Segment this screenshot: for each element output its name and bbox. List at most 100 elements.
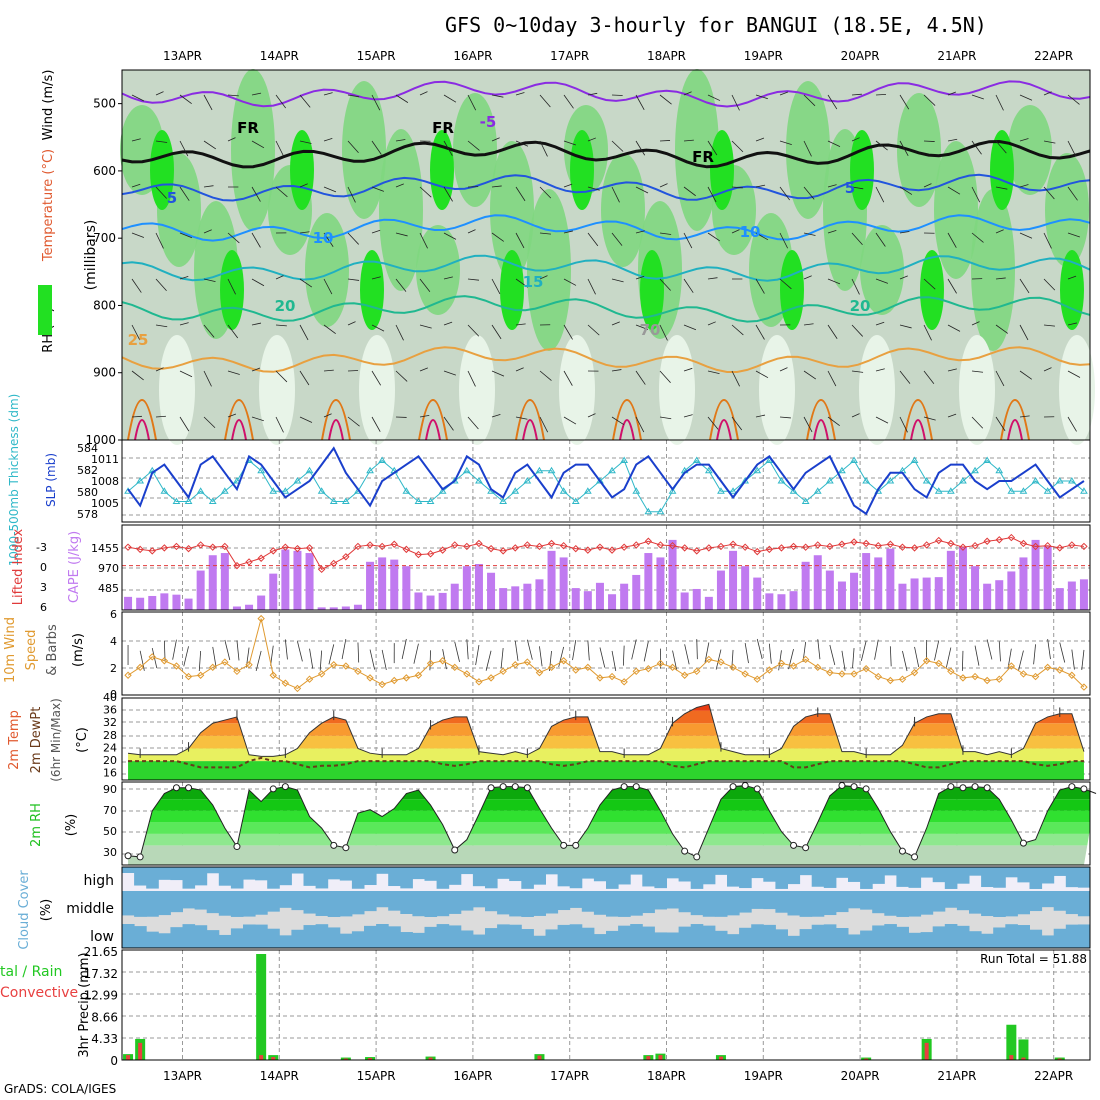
cloud-high-bar [424,867,438,881]
cloud-middle-bar [460,891,474,911]
wind-barb [443,94,457,103]
wind-barb [587,137,597,142]
wind10-tick-label: 6 [110,608,117,621]
wind-barb [923,140,935,142]
lifted-index-point [475,539,483,548]
wind10-point [209,663,217,672]
rh2m-point [233,843,241,851]
precip-total-bar [256,954,267,1060]
cloud-low-bar [908,932,922,948]
thickness-point [1080,487,1088,494]
precip-convective-bar [718,1056,723,1060]
cloud-low-bar [206,930,220,948]
lifted-index-point [342,553,350,561]
wind-barb [851,137,860,142]
cloud-low-bar [460,930,474,948]
wind10-point [947,667,955,676]
wind-barb [395,324,404,341]
rh-bright-area [990,130,1014,210]
rh-green-area [379,129,423,291]
wind-barb [755,184,766,188]
lifted-index-point [487,544,495,553]
wind10-point [523,658,532,666]
cape-bar [656,557,665,610]
wind-barb [347,370,359,372]
wind-barb [395,183,404,188]
lifted-index-point [172,542,181,551]
cloud-middle-bar [243,891,256,917]
wind-barb [203,140,217,150]
cape-bar [511,586,520,610]
cloud-low-bar [714,930,728,948]
wind10-barb [328,644,335,665]
temp2m-axis-label: (6hr Min/Max) [49,698,63,782]
wind-barb [803,140,812,157]
wind-barb [227,413,237,418]
cape-bar [1055,588,1064,610]
cloud-middle-bar [279,891,292,908]
cloud-high-bar [279,867,292,886]
precip-convective-bar [138,1042,143,1060]
wind10-point [1068,671,1076,679]
thickness-point [946,487,955,494]
wind-barb [443,276,453,280]
wind10-barb [1047,639,1051,660]
rh-dry-area [859,335,895,445]
wind-barb [131,415,142,418]
wind10-point [656,659,665,668]
cloud-low-bar [860,930,873,948]
wind-barb [443,321,453,326]
wind10-barb [631,639,637,660]
wind-barb [299,231,310,234]
rh2m-point [693,853,701,861]
wind-barb [779,232,788,249]
lifted-index-point [390,540,398,548]
rh2m-point [838,781,846,789]
wind10-point [184,672,193,681]
thickness-point [922,477,931,484]
wind-barb [563,94,574,109]
wind-barb [179,370,193,378]
rh2m-point [971,783,979,791]
rh2m-tick-label: 50 [103,825,117,838]
lifted-index-point [1056,544,1064,552]
cape-bar [571,588,580,610]
rh2m-point [741,781,749,789]
rh2m-point [269,785,277,793]
wind-barb [491,232,504,242]
wind-barb [131,324,141,341]
lifted-index-point [838,540,846,548]
cloud-high-bar [799,867,813,876]
cloud-high-bar [981,867,994,888]
rh-dry-area [359,335,395,445]
cloud-axis-label: (%) [39,899,54,922]
contour-label: 15 [523,273,544,291]
wind-barb [683,414,693,418]
cloud-high-bar [702,867,716,885]
wind10-barb [852,648,855,669]
wind-barb [731,94,740,111]
wind-barb [779,140,792,146]
cloud-high-bar [1041,867,1055,884]
cloud-low-bar [606,930,619,948]
wind-barb [155,278,167,291]
rh2m-point [523,784,531,792]
wind-barb [323,369,334,372]
cloud-middle-bar [944,891,958,908]
lifted-index-point [366,541,374,549]
wind-barb [275,275,284,280]
wind-barb [851,278,860,295]
wind-barb [299,278,313,288]
wind10-barb [485,650,492,671]
thickness-point [184,497,193,504]
cape-bar [341,606,350,610]
precip-tick-label: 0 [110,1054,118,1068]
cloud-middle-bar [364,891,377,912]
wind-barb [707,321,716,326]
isotherm-30 [515,399,545,441]
cloud-high-bar [714,867,728,875]
date-label-bottom: 22APR [1034,1069,1073,1083]
wind-barb [923,370,935,385]
wind-barb [827,94,838,110]
thickness-point [862,477,871,484]
